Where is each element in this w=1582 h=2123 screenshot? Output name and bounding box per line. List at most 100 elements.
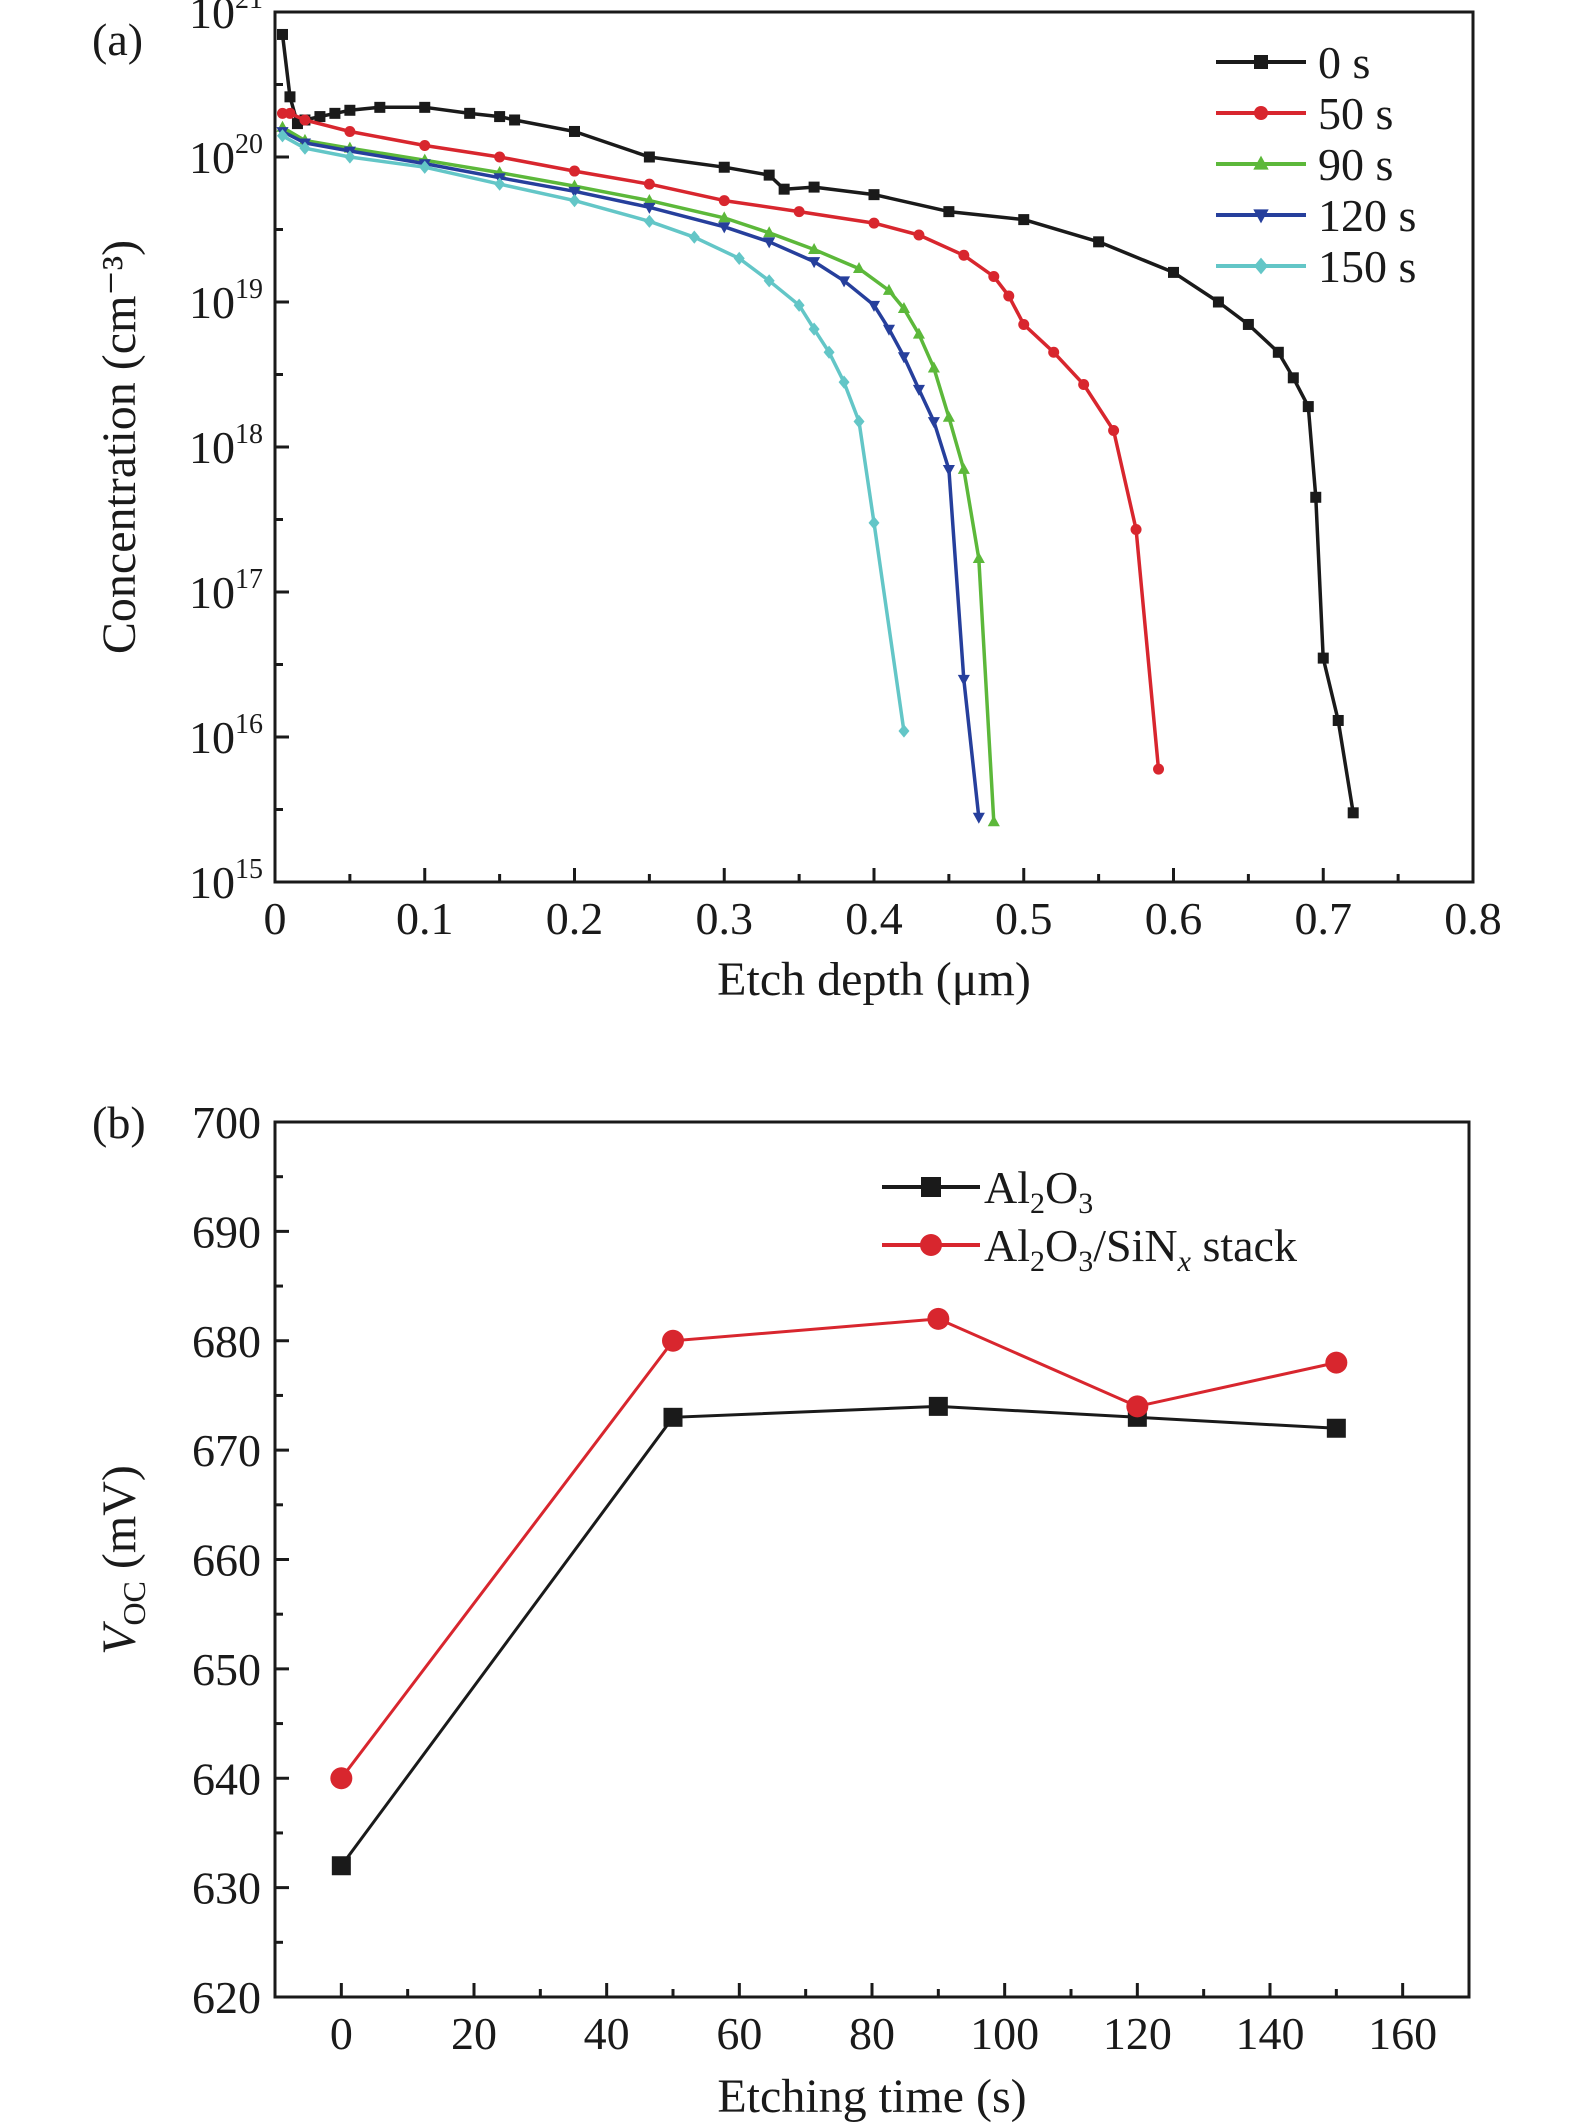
data-point	[314, 111, 326, 123]
series-line	[282, 111, 1161, 770]
data-point	[568, 186, 581, 198]
data-point	[291, 118, 303, 130]
legend-marker	[921, 1177, 941, 1197]
data-point	[867, 300, 881, 312]
data-point	[987, 815, 1000, 827]
x-tick-label: 0.8	[1444, 893, 1502, 944]
legend-marker	[920, 1234, 942, 1256]
x-tick-label: 120	[1103, 2008, 1172, 2059]
data-point	[464, 107, 476, 119]
data-point	[808, 181, 820, 193]
data-point	[419, 101, 431, 113]
data-point	[643, 151, 655, 163]
data-point	[988, 270, 1000, 282]
data-point	[808, 257, 821, 269]
x-tick-label: 80	[849, 2008, 895, 2059]
data-point	[763, 226, 776, 238]
data-point	[763, 169, 775, 181]
series-al2o3	[331, 1396, 1346, 1876]
data-point	[1326, 1418, 1346, 1438]
data-point	[718, 222, 731, 234]
data-point	[494, 177, 506, 191]
data-point	[882, 283, 896, 295]
legend-entry: 0 s	[1216, 37, 1370, 88]
x-tick-label: 160	[1368, 2008, 1437, 2059]
data-point	[569, 125, 580, 137]
x-tick-label: 0.4	[845, 893, 903, 944]
data-point	[1126, 1395, 1149, 1418]
panel-b-series	[330, 1307, 1348, 1876]
legend-marker	[1254, 55, 1268, 69]
data-point	[942, 465, 955, 477]
data-point	[344, 104, 356, 116]
y-tick-label: 620	[192, 1972, 261, 2023]
data-point	[1302, 401, 1314, 413]
legend-label: 90 s	[1318, 139, 1393, 190]
x-tick-label: 0.3	[696, 893, 754, 944]
panel-a-concentration-chart: (a) 00.10.20.30.40.50.60.70.8 1021102010…	[92, 0, 1502, 1006]
data-point	[912, 327, 925, 339]
data-point	[972, 812, 985, 824]
x-tick-label: 20	[451, 2008, 497, 2059]
data-point	[927, 417, 940, 429]
data-point	[1325, 1351, 1348, 1374]
voc-unit: (mV)	[93, 1465, 146, 1581]
data-point	[643, 178, 655, 190]
data-point	[1078, 378, 1090, 390]
data-point	[276, 129, 288, 143]
y-tick-label: 670	[192, 1425, 261, 1476]
data-point	[299, 114, 311, 126]
legend-entry: 120 s	[1216, 190, 1416, 241]
data-point	[329, 107, 341, 119]
data-point	[643, 214, 655, 228]
data-point	[1272, 346, 1284, 358]
series-150s	[276, 129, 910, 738]
data-point	[1018, 214, 1030, 226]
data-point	[284, 107, 296, 119]
data-point	[897, 352, 910, 364]
data-point	[569, 194, 580, 208]
legend-entry: 50 s	[1216, 88, 1393, 139]
data-point	[1093, 236, 1105, 248]
legend-marker	[1254, 257, 1268, 275]
x-tick-label: 40	[584, 2008, 630, 2059]
data-point	[838, 276, 851, 288]
x-tick-label: 0.1	[396, 893, 454, 944]
y-tick-label: 1015	[189, 854, 263, 908]
panel-b-voc-chart: (b) 0 20 40 60 80 100 120 140 160 620 630 640 650 66…	[92, 1097, 1471, 2123]
x-tick-label: 0.2	[546, 893, 604, 944]
data-point	[853, 414, 865, 429]
voc-subscript: OC	[116, 1581, 152, 1625]
data-point	[344, 150, 356, 164]
data-point	[942, 410, 955, 422]
data-point	[331, 1856, 351, 1876]
data-point	[793, 206, 805, 218]
panel-b-y-axis: 620 630 640 650 660 670 680 690 700	[192, 1097, 289, 2023]
legend-label: 120 s	[1318, 190, 1416, 241]
series-50s	[276, 107, 1165, 775]
x-tick-label: 0	[330, 2008, 353, 2059]
y-tick-label: 660	[192, 1535, 261, 1586]
data-point	[943, 206, 955, 218]
y-tick-label: 630	[192, 1863, 261, 1914]
data-point	[778, 183, 790, 195]
data-point	[718, 211, 731, 223]
x-tick-label: 0.5	[995, 893, 1053, 944]
y-tick-label: 1018	[189, 419, 263, 473]
series-line	[281, 134, 906, 732]
data-point	[763, 237, 776, 249]
data-point	[1108, 424, 1120, 436]
x-tick-label: 140	[1236, 2008, 1305, 2059]
data-point	[957, 462, 970, 474]
data-point	[494, 151, 506, 163]
data-point	[898, 724, 910, 738]
data-point	[276, 28, 288, 40]
data-point	[852, 261, 866, 273]
data-point	[927, 361, 940, 373]
legend-marker	[1253, 155, 1269, 170]
data-point	[1310, 491, 1322, 503]
series-line	[280, 34, 1355, 814]
data-point	[569, 165, 580, 177]
